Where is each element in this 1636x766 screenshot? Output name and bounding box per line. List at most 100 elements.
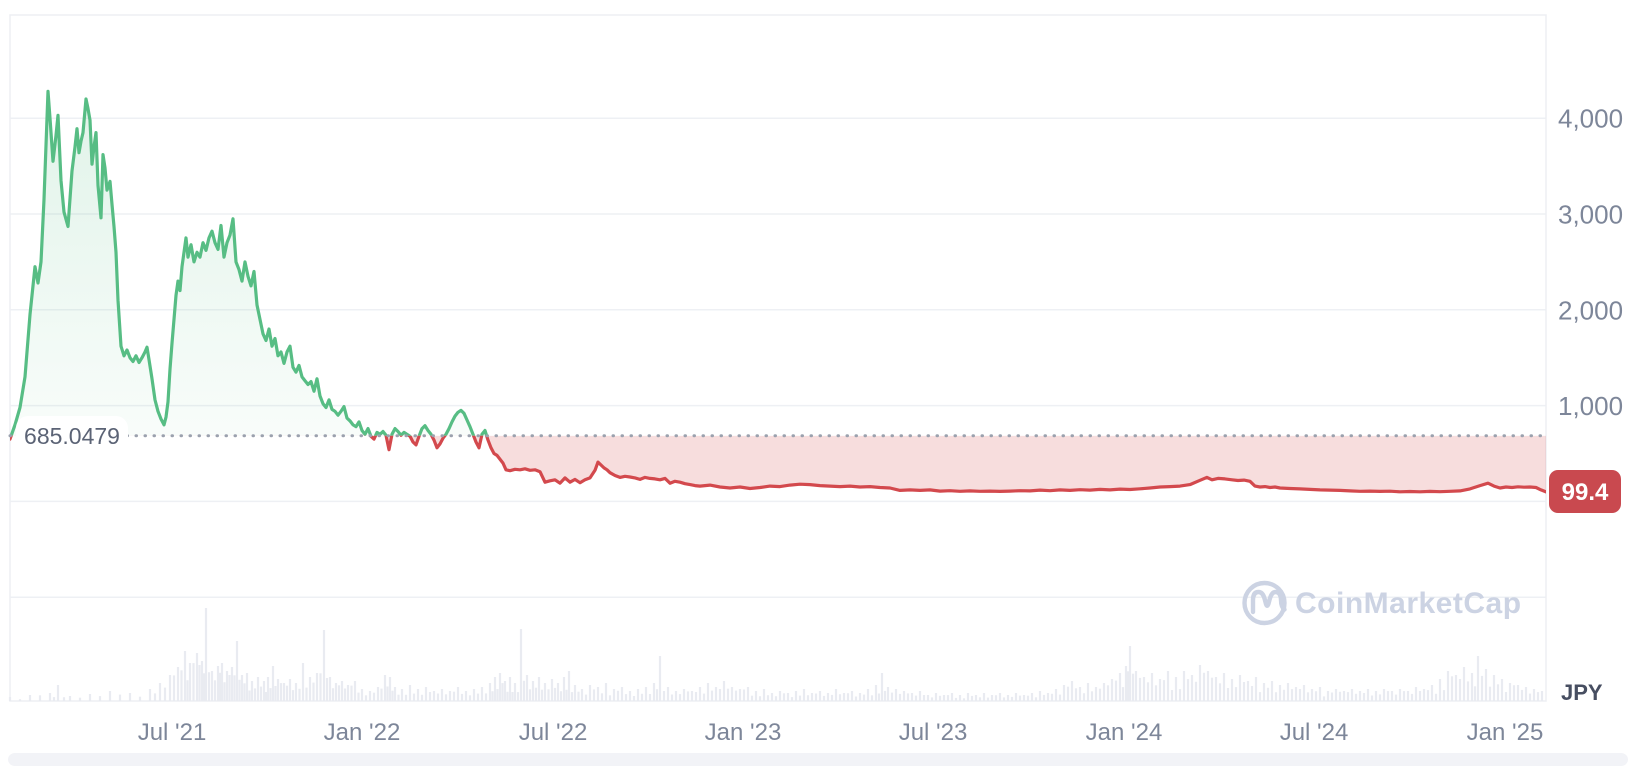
volume-bar <box>802 689 806 701</box>
volume-bar <box>1512 685 1516 701</box>
y-tick-label: 3,000 <box>1558 200 1623 230</box>
volume-bar <box>958 695 962 701</box>
volume-bar <box>1154 685 1158 701</box>
volume-bar <box>994 695 998 701</box>
volume-bar <box>880 673 884 701</box>
volume-bar <box>547 689 550 701</box>
volume-bar <box>1126 671 1130 701</box>
volume-bar <box>674 691 678 701</box>
volume-bar <box>1358 691 1362 701</box>
volume-bar <box>223 682 226 701</box>
volume-bar <box>922 695 926 701</box>
volume-bar <box>970 695 974 701</box>
volume-bar <box>986 697 990 701</box>
volume-bar <box>62 697 66 701</box>
volume-bar <box>353 681 357 701</box>
volume-bar <box>230 667 234 701</box>
volume-bar <box>1540 691 1544 701</box>
chart-hover-area[interactable] <box>10 15 1546 701</box>
volume-bar <box>1450 676 1454 701</box>
volume-bar <box>698 687 702 701</box>
volume-bar <box>778 691 782 701</box>
volume-bar <box>1098 688 1102 701</box>
volume-bar <box>464 691 468 701</box>
volume-bar <box>259 686 263 701</box>
volume-bar <box>128 693 132 701</box>
volume-bar <box>1470 673 1474 701</box>
volume-bar <box>580 689 584 701</box>
x-tick-label: Jan '24 <box>1086 719 1163 746</box>
volume-bar <box>718 689 722 701</box>
volume-bar <box>1338 691 1342 701</box>
volume-bar <box>1386 691 1390 701</box>
volume-bar <box>588 685 592 701</box>
volume-bar <box>1410 693 1414 701</box>
volume-bar <box>1402 691 1406 701</box>
volume-bar <box>1182 671 1186 701</box>
volume-bar <box>225 671 229 701</box>
volume-bar <box>826 693 830 701</box>
volume-bar <box>1302 685 1306 701</box>
volume-bar <box>440 689 444 701</box>
volume-bar <box>1190 675 1194 701</box>
volume-bar <box>1121 687 1125 701</box>
volume-bar <box>269 688 272 701</box>
volume-bar <box>195 653 199 701</box>
volume-bar <box>1274 692 1278 701</box>
volume-bar <box>516 692 520 701</box>
volume-bar <box>786 693 790 701</box>
volume-bar <box>1102 683 1106 701</box>
volume-bar <box>934 693 938 701</box>
volume-bar <box>1086 683 1090 701</box>
volume-bar <box>883 690 887 701</box>
volume-bar <box>766 695 770 701</box>
volume-bar <box>1504 692 1508 701</box>
volume-bar <box>678 694 682 701</box>
volume-bar <box>460 693 464 701</box>
volume-bar <box>600 693 604 701</box>
volume-bar <box>1430 685 1434 701</box>
volume-bar <box>308 677 312 701</box>
volume-bar <box>148 689 152 701</box>
volume-bar <box>1142 677 1146 701</box>
volume-bar <box>632 696 636 701</box>
price-line-below-baseline <box>10 435 1546 494</box>
volume-bar <box>1382 689 1386 701</box>
volume-bar <box>210 671 214 701</box>
volume-bar <box>350 685 353 701</box>
volume-bar <box>890 692 894 701</box>
volume-bar <box>682 689 686 701</box>
volume-bar <box>52 697 56 701</box>
volume-bar <box>774 696 778 701</box>
volume-bar <box>1342 691 1346 701</box>
volume-bar <box>540 689 544 701</box>
volume-bar <box>894 689 898 701</box>
volume-bar <box>428 692 432 701</box>
volume-bar <box>1350 689 1354 701</box>
volume-bar <box>400 689 404 701</box>
volume-bar <box>198 665 201 701</box>
volume-bar <box>1378 694 1382 701</box>
volume-bar <box>1374 691 1378 701</box>
volume-bar <box>243 683 246 701</box>
volume-bar <box>1014 693 1018 701</box>
volume-bar <box>319 673 322 701</box>
volume-bar <box>1406 691 1410 701</box>
volume-bar <box>1214 677 1218 701</box>
volume-bar <box>1010 696 1014 701</box>
volume-bar <box>652 683 656 701</box>
volume-bar <box>360 689 364 701</box>
volume-bar <box>1250 686 1254 701</box>
volume-bar <box>1230 679 1234 701</box>
volume-bar <box>628 691 632 701</box>
volume-bar <box>624 694 628 701</box>
volume-bar <box>233 675 236 701</box>
volume-bar <box>315 673 319 701</box>
volume-bar <box>245 673 249 701</box>
volume-bar <box>573 685 577 701</box>
volume-bar <box>301 663 305 701</box>
range-selector-strip[interactable] <box>8 753 1628 766</box>
volume-bar <box>1462 667 1466 701</box>
volume-bar <box>78 697 82 701</box>
